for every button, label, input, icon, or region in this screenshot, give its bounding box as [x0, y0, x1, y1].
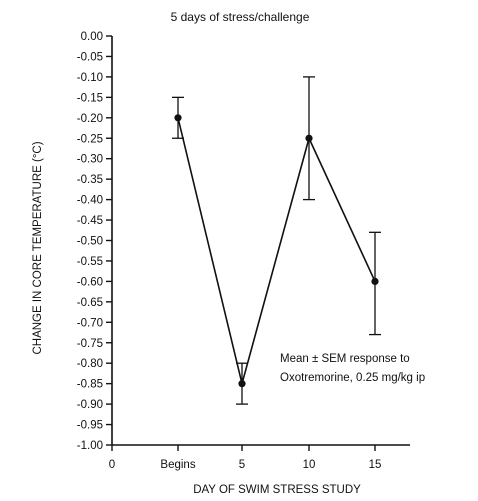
- y-tick-label: -0.85: [77, 379, 103, 391]
- y-tick-label: -0.45: [77, 215, 103, 227]
- data-point: [371, 277, 379, 285]
- x-axis-label: DAY OF SWIM STRESS STUDY: [193, 484, 361, 496]
- series-line: [177, 117, 376, 384]
- data-point: [238, 380, 246, 388]
- data-point: [174, 114, 182, 122]
- y-tick-label: -0.40: [77, 195, 103, 207]
- annotation-line-1: Mean ± SEM response to: [280, 353, 410, 365]
- y-tick-label: -0.60: [77, 276, 103, 288]
- x-tick-label: 0: [109, 459, 115, 471]
- y-tick-label: -0.50: [77, 236, 103, 248]
- ticks: 0.00 -0.05 -0.10 -0.15 -0.20 -0.25 -0.30 -0.35 -…: [77, 31, 382, 471]
- y-tick-label: -0.70: [77, 317, 103, 329]
- annotation-line-2: Oxotremorine, 0.25 mg/kg ip: [280, 372, 425, 384]
- x-tick-label: 10: [303, 459, 316, 471]
- chart-title: 5 days of stress/challenge: [171, 10, 310, 24]
- y-tick-label: -0.05: [77, 51, 103, 63]
- y-axis-label: CHANGE IN CORE TEMPERATURE (°C): [32, 141, 44, 354]
- y-tick-label: -0.80: [77, 358, 103, 370]
- x-tick-label: 15: [369, 459, 382, 471]
- y-tick-label: 0.00: [81, 31, 103, 43]
- y-tick-label: -0.90: [77, 399, 103, 411]
- series: [172, 76, 381, 405]
- y-tick-label: -0.75: [77, 338, 103, 350]
- y-tick-label: -0.30: [77, 154, 103, 166]
- y-tick-label: -1.00: [77, 440, 103, 452]
- x-tick-label: Begins: [160, 459, 195, 471]
- data-point: [305, 134, 313, 142]
- x-tick-label: 5: [239, 459, 245, 471]
- y-tick-label: -0.10: [77, 72, 103, 84]
- y-tick-label: -0.35: [77, 174, 103, 186]
- y-tick-label: -0.95: [77, 420, 103, 432]
- y-tick-label: -0.55: [77, 256, 103, 268]
- y-tick-label: -0.65: [77, 297, 103, 309]
- y-tick-label: -0.20: [77, 113, 103, 125]
- y-tick-label: -0.25: [77, 133, 103, 145]
- y-tick-label: -0.15: [77, 92, 103, 104]
